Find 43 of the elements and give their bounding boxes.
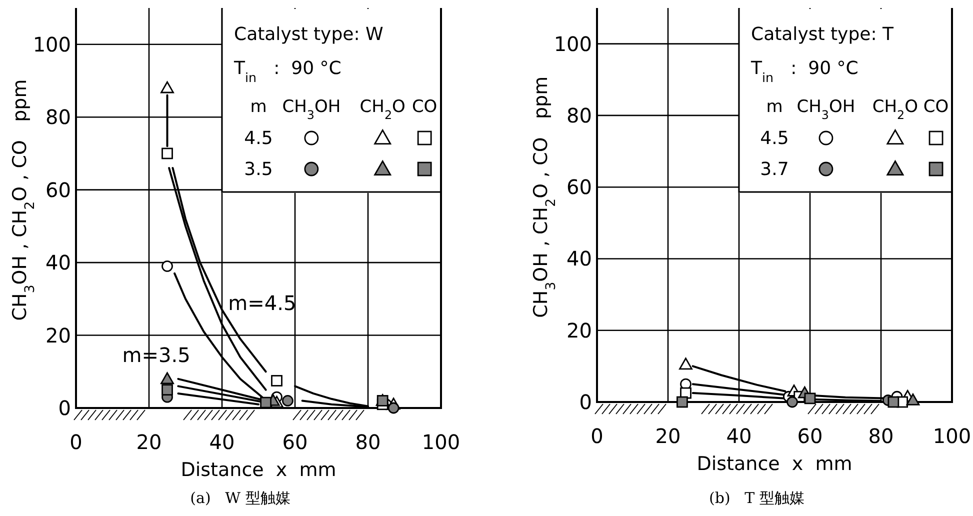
annotation: m [766,97,783,117]
text: T$_{in}$ : 90 °C [234,58,342,84]
x-tick-label: 60 [282,430,308,454]
y-tick-label: 40 [46,250,71,275]
text: (a) W 型触媒 [190,489,290,507]
x-tick-label: 80 [355,430,381,454]
annotation: m=4.5 [228,291,296,315]
annotation: CH$_{3}$OH [282,97,341,122]
annotation: Catalyst type: W [234,24,384,45]
text: (b) T 型触媒 [709,489,804,507]
x-tick-label: 40 [726,424,752,448]
annotation: CO [412,97,438,117]
y-tick-label: 100 [554,32,592,56]
annotation: 4.5 [244,128,273,149]
annotation: Catalyst type: T [751,24,894,45]
annotation: 4.5 [760,128,789,149]
x-tick-label: 100 [422,430,460,454]
annotation: 3.7 [760,159,789,180]
x-tick-label: 20 [655,424,681,448]
x-tick-label: 60 [797,424,823,448]
x-tick-label: 100 [932,424,972,448]
y-tick-label: 60 [46,178,71,202]
annotation: m [250,97,267,117]
text: T$_{in}$ : 90 °C [751,58,858,84]
y-tick-label: 0 [579,390,592,414]
y-tick-label: 60 [566,175,592,200]
annotation: CO [923,97,949,117]
y-tick-label: 20 [46,323,71,348]
x-axis-title: Distance x mm [696,453,852,475]
x-tick-label: 80 [868,424,894,448]
x-tick-label: 20 [136,430,162,454]
y-tick-label: 20 [566,318,592,342]
y-tick-label: 80 [566,103,592,128]
y-tick-label: 100 [32,32,71,56]
annotation: CH$_{2}$O [360,97,406,122]
annotation: CH$_{2}$O [872,97,918,122]
x-tick-label: 40 [209,430,235,454]
y-tick-label: 40 [566,246,592,271]
annotation: CH$_{3}$OH [796,97,856,122]
y-tick-label: 80 [46,105,71,130]
y-tick-label: 0 [58,396,71,420]
annotation: 3.5 [244,159,273,180]
x-axis-title: Distance x mm [180,459,336,481]
